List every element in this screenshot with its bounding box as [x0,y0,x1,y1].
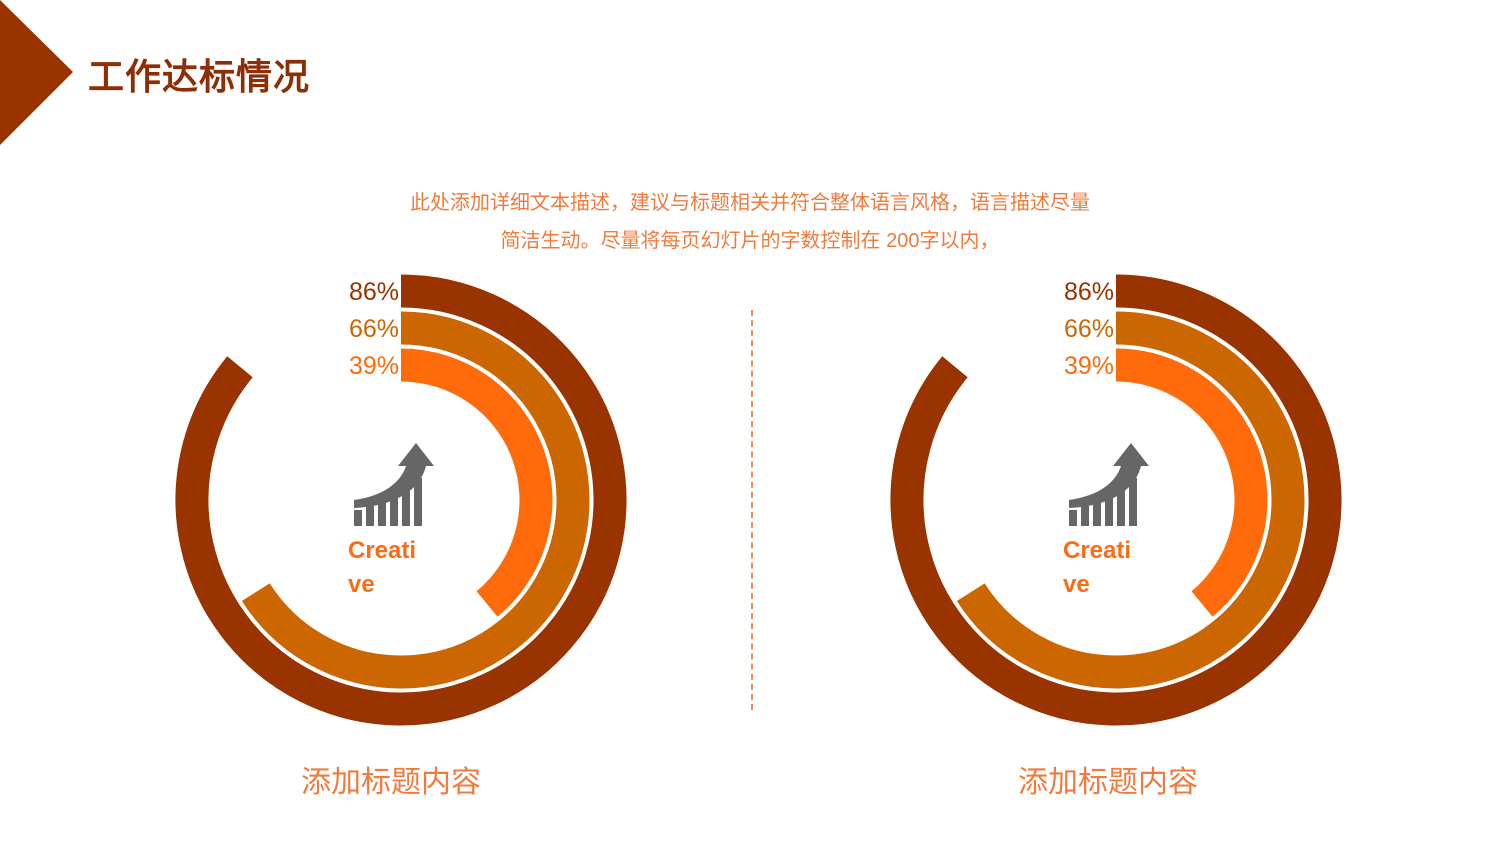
center-text-line-1: Creati [348,537,416,564]
icon-bar [390,496,398,526]
icon-bar [1093,502,1101,526]
radial-bar-66 [956,311,1305,689]
icon-bar [402,488,410,526]
percent-label: 39% [349,352,399,380]
icon-bar [366,506,374,526]
icon-bar [414,478,422,526]
icon-bar [1105,496,1113,526]
icon-bar [378,502,386,526]
radial-bar-39 [400,348,553,617]
description-line-2: 简洁生动。尽量将每页幻灯片的字数控制在 200字以内， [500,230,1000,252]
icon-bar [1129,478,1137,526]
page-title: 工作达标情况 [88,56,311,97]
icon-bar [1081,506,1089,526]
icon-bar [1117,488,1125,526]
center-text-line-1: Creati [1063,537,1131,564]
chart-caption-left: 添加标题内容 [301,766,481,799]
icon-arrow [1069,443,1149,508]
radial-chart-right: 86% 66% 39% Creati ve [890,274,1342,726]
corner-triangle-decoration [0,0,73,145]
percent-label: 39% [1064,352,1114,380]
percent-label: 66% [1064,315,1114,343]
center-text-line-2: ve [348,571,375,598]
icon-bar [354,510,362,526]
description-line-1: 此处添加详细文本描述，建议与标题相关并符合整体语言风格，语言描述尽量 [410,192,1090,214]
radial-bar-86 [175,274,627,726]
chart-caption-right: 添加标题内容 [1018,766,1198,799]
description-text: 此处添加详细文本描述，建议与标题相关并符合整体语言风格，语言描述尽量 简洁生动。… [300,184,1200,260]
icon-arrow [354,443,434,508]
radial-bar-39 [1115,348,1268,617]
growth-chart-arrow-icon [1069,443,1149,526]
dashed-divider [751,310,753,710]
percent-label: 66% [349,315,399,343]
icon-bar [1069,510,1077,526]
radial-bar-66 [241,311,590,689]
percent-label: 86% [1064,278,1114,306]
percent-label: 86% [349,278,399,306]
radial-bar-86 [890,274,1342,726]
radial-chart-left: 86% 66% 39% Creati ve [175,274,627,726]
growth-chart-arrow-icon [354,443,434,526]
center-text-line-2: ve [1063,571,1090,598]
